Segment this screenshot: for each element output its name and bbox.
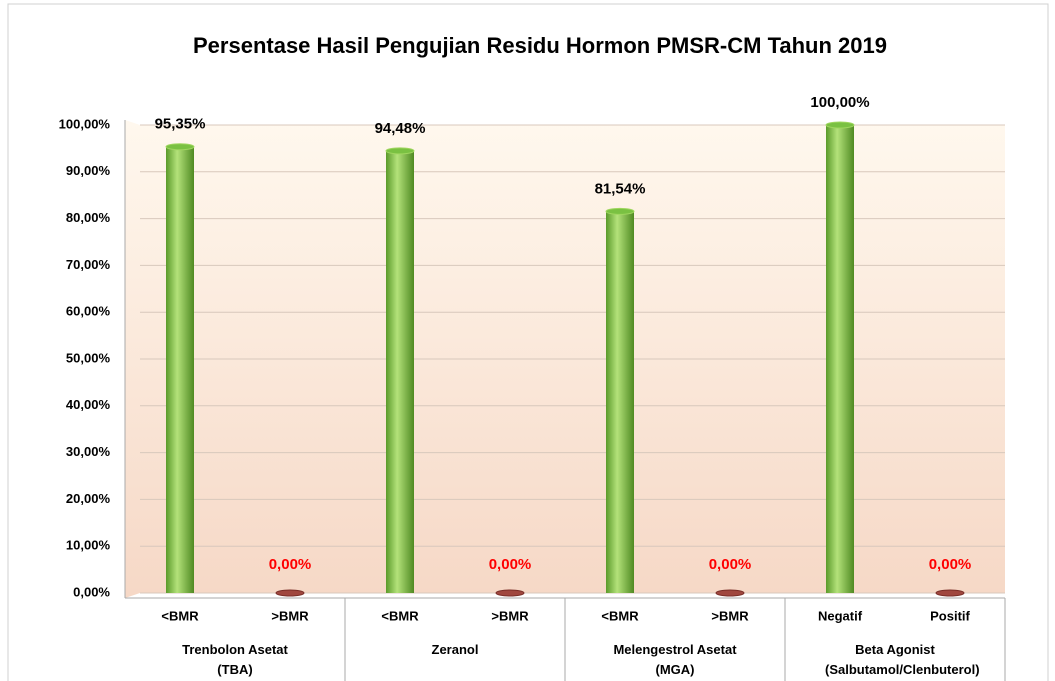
y-tick-label: 40,00% [66, 397, 111, 412]
bar-body [606, 211, 634, 593]
y-tick-label: 70,00% [66, 257, 111, 272]
value-label: 0,00% [269, 556, 312, 573]
bar [715, 589, 745, 597]
y-tick-label: 100,00% [59, 116, 111, 131]
bar-cap [495, 589, 525, 597]
bar [385, 147, 415, 593]
y-tick-label: 20,00% [66, 491, 111, 506]
group-label: Beta Agonist (Salbutamol/Clenbuterol) [825, 642, 980, 677]
x-tick-label: >BMR [711, 608, 749, 623]
bar-cap [605, 207, 635, 215]
value-label: 0,00% [489, 556, 532, 573]
y-tick-label: 30,00% [66, 444, 111, 459]
value-label: 0,00% [929, 556, 972, 573]
value-label: 100,00% [810, 94, 869, 111]
bar [935, 589, 965, 597]
y-tick-label: 50,00% [66, 350, 111, 365]
group-label: Melengestrol Asetat (MGA) [613, 642, 737, 677]
y-tick-label: 80,00% [66, 210, 111, 225]
y-tick-label: 0,00% [73, 584, 110, 599]
x-tick-label: <BMR [161, 608, 199, 623]
group-label-box: Melengestrol Asetat (MGA) [613, 642, 737, 677]
group-label: Trenbolon Asetat (TBA) [182, 642, 288, 677]
x-tick-label: <BMR [381, 608, 419, 623]
bar-cap [715, 589, 745, 597]
bar [605, 207, 635, 593]
value-label: 94,48% [375, 120, 426, 137]
bar [275, 589, 305, 597]
chart-title: Persentase Hasil Pengujian Residu Hormon… [193, 33, 887, 58]
y-tick-label: 90,00% [66, 163, 111, 178]
bar-cap [825, 121, 855, 129]
value-label: 81,54% [595, 180, 646, 197]
value-label: 0,00% [709, 556, 752, 573]
x-tick-label: Positif [930, 608, 970, 623]
bar [825, 121, 855, 593]
x-tick-label: >BMR [491, 608, 529, 623]
x-tick-label: Negatif [818, 608, 863, 623]
y-tick-label: 10,00% [66, 538, 111, 553]
bar-body [386, 150, 414, 593]
group-label-box: Zeranol [431, 642, 479, 657]
bar-cap [275, 589, 305, 597]
group-label-box: Beta Agonist (Salbutamol/Clenbuterol) [825, 642, 980, 677]
x-tick-label: >BMR [271, 608, 309, 623]
bar-body [826, 125, 854, 593]
bar-cap [935, 589, 965, 597]
bar [495, 589, 525, 597]
value-label: 95,35% [155, 116, 206, 133]
bar-body [166, 146, 194, 593]
x-tick-label: <BMR [601, 608, 639, 623]
group-label: Zeranol [431, 642, 479, 657]
bar-cap [385, 147, 415, 155]
bar-cap [165, 143, 195, 151]
group-label-box: Trenbolon Asetat (TBA) [182, 642, 288, 677]
bar [165, 143, 195, 593]
y-tick-label: 60,00% [66, 304, 111, 319]
